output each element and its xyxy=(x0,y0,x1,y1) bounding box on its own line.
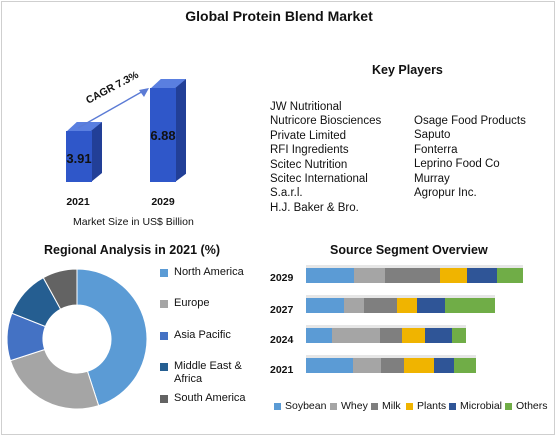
bar-segment-microbial-2027 xyxy=(417,298,445,313)
legend-swatch xyxy=(160,269,168,277)
legend-label: Soybean xyxy=(285,400,327,412)
key-players-col2: Osage Food Products Saputo Fonterra Lepr… xyxy=(414,114,526,200)
main-title: Global Protein Blend Market xyxy=(185,8,373,24)
bar-segment-milk-2027 xyxy=(364,298,397,313)
regional-title: Regional Analysis in 2021 (%) xyxy=(44,243,220,257)
bar-segment-whey-2027 xyxy=(344,298,364,313)
cagr-arrow-icon xyxy=(77,88,149,129)
bar-segment-others-2024 xyxy=(452,328,466,343)
bar-segment-whey-2021 xyxy=(353,358,381,373)
legend-label: Europe xyxy=(174,297,210,309)
segment-stacked-bars xyxy=(306,265,523,373)
segment-title: Source Segment Overview xyxy=(330,243,488,257)
bar-segment-milk-2024 xyxy=(380,328,402,343)
legend-swatch xyxy=(371,402,378,410)
player-item: Osage Food Products xyxy=(414,115,526,127)
player-item: Private Limited xyxy=(270,129,347,142)
segment-legend-soybean: Soybean xyxy=(274,400,326,412)
bar-segment-microbial-2024 xyxy=(425,328,452,343)
player-item: Scitec International xyxy=(270,173,368,186)
player-item: JW Nutritional xyxy=(270,101,342,113)
bar-segment-plants-2027 xyxy=(397,298,417,313)
segment-legend-whey: Whey xyxy=(330,400,368,412)
bar-2029-value: 6.88 xyxy=(150,128,176,143)
legend-label: Microbial xyxy=(460,400,503,412)
bar-segment-others-2021 xyxy=(454,358,476,373)
regional-donut-chart xyxy=(6,268,148,410)
segment-year-2024: 2024 xyxy=(270,334,294,346)
legend-swatch xyxy=(274,402,281,410)
legend-swatch xyxy=(449,402,456,410)
legend-item-asia-pacific: Asia Pacific xyxy=(160,329,231,341)
bar-segment-soybean-2024 xyxy=(306,328,332,343)
legend-swatch xyxy=(505,402,512,410)
legend-label: Whey xyxy=(341,400,368,412)
legend-swatch xyxy=(160,363,168,371)
legend-item-europe: Europe xyxy=(160,297,209,309)
key-players-col1: JW Nutritional Nutricore Biosciences Pri… xyxy=(270,100,381,215)
bar-segment-microbial-2021 xyxy=(434,358,454,373)
segment-legend-others: Others xyxy=(505,400,548,412)
segment-year-2021: 2021 xyxy=(270,364,294,376)
player-item: Scitec Nutrition xyxy=(270,158,348,171)
legend-item-middle-east-africa: Middle East & Africa xyxy=(160,360,250,386)
player-item: Murray xyxy=(414,172,450,185)
legend-label: North America xyxy=(174,266,244,278)
bar-top-face-2029 xyxy=(306,265,523,268)
player-item: Nutricore Biosciences xyxy=(270,115,382,128)
bar-top-face-2021 xyxy=(306,355,476,358)
bar-segment-plants-2024 xyxy=(402,328,425,343)
segment-year-2027: 2027 xyxy=(270,304,294,316)
bar-top-face-2024 xyxy=(306,325,466,328)
legend-label: Plants xyxy=(417,400,447,412)
bar-segment-plants-2021 xyxy=(404,358,434,373)
segment-legend-milk: Milk xyxy=(371,400,401,412)
year-label-2029: 2029 xyxy=(151,196,175,208)
legend-swatch xyxy=(160,300,168,308)
donut-slice-south-america xyxy=(42,268,78,310)
legend-label: Others xyxy=(516,400,548,412)
bar-segment-milk-2029 xyxy=(385,268,440,283)
legend-item-south-america: South America xyxy=(160,392,246,404)
player-item: Leprino Food Co xyxy=(414,158,500,171)
legend-item-north-america: North America xyxy=(160,266,244,278)
player-item: H.J. Baker & Bro. xyxy=(270,201,359,214)
segment-legend-plants: Plants xyxy=(406,400,446,412)
legend-swatch xyxy=(160,332,168,340)
bar-segment-soybean-2021 xyxy=(306,358,353,373)
segment-legend-microbial: Microbial xyxy=(449,400,502,412)
bar-segment-whey-2024 xyxy=(332,328,380,343)
key-players-title: Key Players xyxy=(372,63,443,77)
legend-label: South America xyxy=(174,392,246,404)
bar-segment-others-2029 xyxy=(497,268,523,283)
bar-segment-microbial-2029 xyxy=(467,268,497,283)
player-item: Fonterra xyxy=(414,143,458,156)
legend-swatch xyxy=(406,402,413,410)
legend-swatch xyxy=(160,395,168,403)
player-item: Saputo xyxy=(414,129,451,142)
legend-swatch xyxy=(330,402,337,410)
legend-label: Asia Pacific xyxy=(174,329,231,341)
player-item: Agropur Inc. xyxy=(414,187,477,200)
bar-segment-soybean-2027 xyxy=(306,298,344,313)
player-item: S.a.r.l. xyxy=(270,187,303,200)
bar-top-face-2027 xyxy=(306,295,495,298)
donut-slice-north-america xyxy=(76,268,148,407)
bar-segment-whey-2029 xyxy=(354,268,385,283)
player-item: RFI Ingredients xyxy=(270,144,349,157)
donut-slice-europe xyxy=(9,348,100,410)
bar-segment-others-2027 xyxy=(445,298,495,313)
segment-year-2029: 2029 xyxy=(270,272,294,284)
legend-label: Milk xyxy=(382,400,401,412)
year-label-2021: 2021 xyxy=(66,196,90,208)
bar-segment-soybean-2029 xyxy=(306,268,354,283)
bar-2021-value: 3.91 xyxy=(66,151,92,166)
market-size-caption: Market Size in US$ Billion xyxy=(73,216,194,228)
legend-label: Middle East & Africa xyxy=(174,360,242,385)
bar-segment-milk-2021 xyxy=(381,358,404,373)
bar-segment-plants-2029 xyxy=(440,268,467,283)
